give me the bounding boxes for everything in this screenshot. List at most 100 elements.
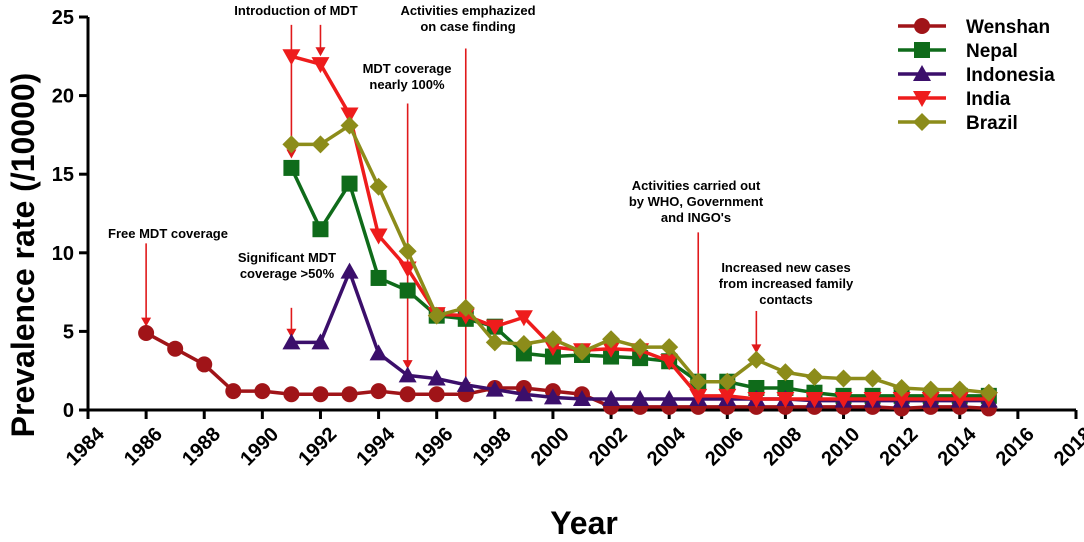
x-tick-label: 1988 [178,423,225,470]
data-point-diamond [921,380,940,399]
legend-label: Nepal [966,41,1018,62]
y-tick-label: 15 [52,164,74,186]
data-point-diamond [631,338,650,357]
data-point-triangle [456,375,475,392]
data-point-diamond [718,372,737,391]
data-point-triangle-down [311,57,330,74]
y-axis-title: Prevalence rate (/10000) [5,73,41,438]
annotation-arrow-head [286,149,297,159]
data-point-triangle-down [602,341,621,358]
data-point-diamond [950,380,969,399]
data-point-square [283,159,300,176]
data-point-diamond [543,330,562,349]
y-tick-label: 10 [52,243,74,265]
data-point-triangle-down [805,391,824,408]
data-point-square [399,282,416,299]
annotation-arrow-head [286,328,297,338]
legend-label: Indonesia [966,65,1055,86]
x-tick-label: 2014 [934,423,982,471]
annotations-layer: Free MDT coverage Introduction of MDT Sign… [108,3,854,404]
x-tick-label: 2012 [875,423,922,470]
legend-item-india: India [898,89,1011,110]
annotation-text: Increased new cases [721,260,850,275]
x-tick-label: 1986 [120,423,167,470]
data-point-triangle-down [921,391,940,408]
annotation-free-mdt: Free MDT coverage [108,226,228,327]
series-layer [138,49,998,417]
data-point-diamond [514,334,533,353]
data-point-square [748,379,765,396]
data-point-triangle-down [660,354,679,371]
data-point-triangle-down [950,391,969,408]
data-point-diamond [573,342,591,361]
annotation-text: on case finding [420,19,515,34]
x-axis-title: Year [550,505,618,541]
data-point-triangle-down [863,391,882,408]
legend-item-nepal: Nepal [898,41,1018,62]
x-tick-label: 2002 [585,423,632,470]
legend-item-brazil: Brazil [898,113,1018,134]
x-tick-label: 2006 [701,423,748,470]
data-point-circle [167,340,184,357]
data-point-diamond [311,135,330,154]
data-point-triangle [485,380,504,397]
annotation-text: Activities emphazized [400,3,535,18]
annotation-arrow-head [315,47,326,57]
data-point-diamond [979,383,998,402]
data-point-square [515,345,532,362]
annotation-arrow-head [402,360,413,370]
annotation-text: coverage >50% [240,266,335,281]
data-point-triangle [398,366,417,383]
data-point-square [544,348,561,365]
data-point-circle [283,386,300,403]
legend-label: Brazil [966,113,1018,134]
data-point-triangle [282,333,301,350]
data-point-triangle-down [913,91,931,107]
data-point-square [341,175,358,192]
data-point-triangle-down [485,319,504,336]
data-point-diamond [485,333,504,352]
y-tick-label: 20 [52,86,74,108]
x-tick-label: 1984 [62,423,110,471]
data-point-triangle [340,262,359,279]
data-point-triangle [369,344,388,361]
data-point-diamond [689,372,708,391]
data-point-circle [399,386,416,403]
data-point-triangle [631,389,650,406]
y-tick-label: 5 [63,321,74,343]
data-point-circle [312,386,329,403]
x-tick-label: 1992 [294,423,341,470]
annotation-text: contacts [759,292,812,307]
annotation-text: Significant MDT [238,250,336,265]
data-point-triangle [311,333,330,350]
data-point-circle [914,18,930,34]
data-point-triangle-down [369,228,388,245]
x-tick-label: 1994 [352,423,400,471]
data-point-circle [428,386,445,403]
data-point-triangle-down [398,261,417,278]
data-point-diamond [340,116,359,135]
annotation-text: Free MDT coverage [108,226,228,241]
legend-label: India [966,89,1011,110]
data-point-diamond [863,369,882,388]
data-point-diamond [282,135,301,154]
x-tick-label: 1990 [236,423,283,470]
legend-item-wenshan: Wenshan [898,17,1050,38]
data-point-diamond [892,378,911,397]
data-point-diamond [776,363,795,382]
x-tick-label: 2018 [1050,423,1084,470]
x-tick-label: 2010 [817,423,864,470]
data-point-triangle [543,388,562,405]
data-point-diamond [398,242,417,261]
data-point-triangle-down [834,391,853,408]
data-point-diamond [834,369,853,388]
data-point-triangle-down [892,391,911,408]
data-point-triangle [913,65,931,81]
annotation-arrow-head [751,344,762,354]
data-point-square [914,42,930,58]
